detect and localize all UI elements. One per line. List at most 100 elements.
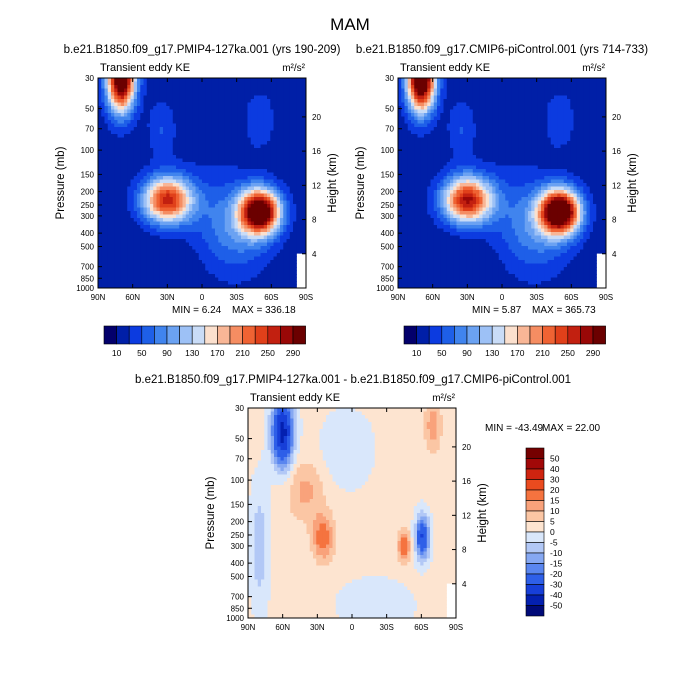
field-cell — [534, 106, 539, 111]
field-cell — [283, 78, 288, 83]
field-cell — [446, 109, 451, 114]
field-cell — [576, 81, 581, 86]
field-cell — [241, 148, 245, 153]
field-cell — [163, 144, 167, 149]
field-cell — [563, 120, 568, 125]
field-cell — [299, 179, 304, 184]
field-cell — [398, 106, 402, 111]
field-cell — [260, 200, 265, 205]
field-cell — [430, 120, 435, 125]
field-cell — [472, 106, 477, 111]
field-cell — [111, 281, 115, 286]
field-cell — [211, 172, 216, 177]
field-cell — [124, 172, 128, 177]
field-cell — [127, 263, 132, 268]
field-cell — [283, 197, 288, 202]
field-cell — [541, 106, 545, 111]
field-cell — [166, 267, 171, 272]
field-cell — [198, 78, 203, 83]
field-cell — [602, 85, 606, 90]
field-cell — [414, 85, 419, 90]
field-cell — [407, 134, 412, 139]
field-cell — [143, 176, 148, 181]
field-cell — [224, 211, 229, 216]
field-cell — [120, 144, 125, 149]
field-cell — [437, 120, 441, 125]
field-cell — [224, 95, 229, 100]
field-cell — [469, 102, 474, 107]
field-cell — [280, 274, 284, 279]
field-cell — [198, 183, 203, 188]
field-cell — [208, 120, 213, 125]
field-cell — [169, 284, 174, 288]
field-cell — [443, 88, 448, 93]
field-cell — [195, 106, 200, 111]
field-cell — [205, 134, 210, 139]
field-cell — [124, 263, 128, 268]
pressure-tick-label: 1000 — [76, 284, 94, 293]
field-cell — [273, 165, 278, 170]
field-cell — [267, 148, 271, 153]
field-cell — [270, 95, 275, 100]
field-cell — [401, 78, 406, 83]
field-cell — [107, 260, 112, 265]
field-cell — [205, 221, 210, 226]
field-cell — [430, 81, 435, 86]
field-cell — [296, 116, 301, 121]
field-cell — [254, 155, 258, 160]
field-cell — [101, 190, 106, 195]
field-cell — [254, 148, 258, 153]
field-cell — [215, 214, 219, 219]
field-cell — [101, 267, 106, 272]
field-cell — [293, 123, 297, 128]
field-cell — [247, 235, 252, 240]
field-cell — [143, 78, 148, 83]
field-cell — [114, 256, 119, 261]
field-cell — [159, 179, 164, 184]
field-cell — [260, 165, 265, 170]
field-cell — [296, 176, 301, 181]
field-cell — [208, 242, 213, 247]
field-cell — [124, 260, 128, 265]
field-cell — [472, 134, 477, 139]
field-cell — [534, 120, 539, 125]
field-cell — [241, 204, 245, 209]
field-cell — [276, 99, 281, 104]
field-cell — [192, 106, 197, 111]
field-cell — [189, 158, 193, 163]
field-cell — [479, 120, 484, 125]
field-cell — [476, 109, 480, 114]
field-cell — [273, 197, 278, 202]
field-cell — [146, 267, 151, 272]
field-cell — [221, 186, 226, 191]
field-cell — [127, 141, 132, 146]
field-cell — [143, 221, 148, 226]
field-cell — [299, 102, 304, 107]
field-cell — [159, 197, 164, 202]
field-cell — [124, 242, 128, 247]
field-cell — [407, 127, 412, 132]
field-cell — [241, 284, 245, 288]
field-cell — [437, 95, 441, 100]
field-cell — [215, 242, 219, 247]
field-cell — [296, 127, 301, 132]
field-cell — [293, 95, 297, 100]
field-cell — [267, 239, 271, 244]
field-cell — [153, 270, 158, 275]
field-cell — [172, 277, 177, 282]
field-cell — [176, 151, 180, 156]
field-cell — [270, 263, 275, 268]
field-cell — [179, 274, 184, 279]
field-cell — [98, 256, 102, 261]
field-cell — [260, 109, 265, 114]
field-cell — [198, 120, 203, 125]
field-cell — [198, 123, 203, 128]
field-cell — [205, 218, 210, 223]
field-cell — [547, 106, 552, 111]
field-cell — [302, 193, 306, 198]
field-cell — [98, 95, 102, 100]
field-cell — [263, 88, 268, 93]
field-cell — [534, 134, 539, 139]
field-cell — [202, 130, 206, 135]
field-cell — [140, 221, 145, 226]
